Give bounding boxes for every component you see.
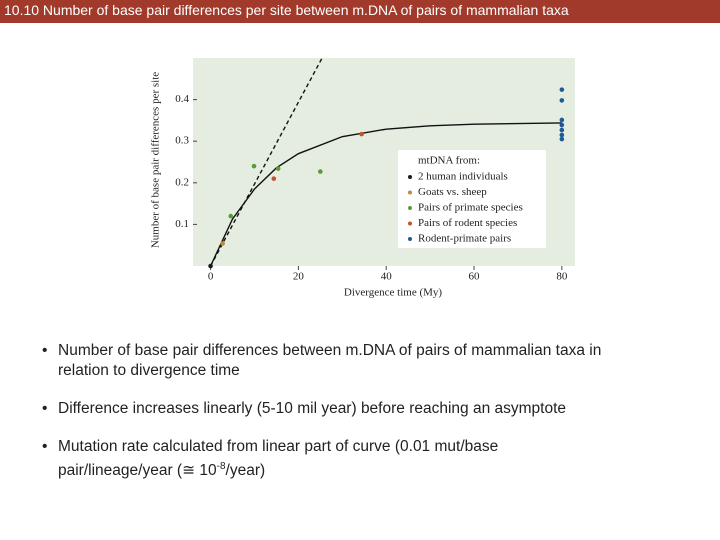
point xyxy=(559,127,565,133)
point xyxy=(559,117,565,123)
bullet: Difference increases linearly (5-10 mil … xyxy=(42,399,602,419)
bullet-text: Difference increases linearly (5-10 mil … xyxy=(58,400,567,417)
point xyxy=(559,132,565,138)
bullet: Mutation rate calculated from linear par… xyxy=(42,437,602,481)
title-bar: 10.10 Number of base pair differences pe… xyxy=(0,0,720,23)
slide-title: 10.10 Number of base pair differences pe… xyxy=(4,2,569,18)
y-tick-label: 0.1 xyxy=(175,218,189,230)
legend-marker xyxy=(408,175,412,179)
point xyxy=(251,163,257,169)
point xyxy=(559,87,565,92)
bullet-list: Number of base pair differences between … xyxy=(42,341,602,499)
point xyxy=(228,213,234,219)
point xyxy=(559,122,565,128)
bullet-text: Number of base pair differences between … xyxy=(58,342,602,379)
bullet-text: /year) xyxy=(225,462,266,480)
y-tick-label: 0.4 xyxy=(175,93,189,105)
legend-marker xyxy=(408,190,412,195)
legend-label: Goats vs. sheep xyxy=(418,186,487,198)
legend-title: mtDNA from: xyxy=(418,155,480,167)
y-tick-label: 0.3 xyxy=(175,135,189,147)
x-tick-label: 20 xyxy=(293,271,305,283)
bullet-text: -8 xyxy=(216,461,226,472)
legend-marker xyxy=(408,237,412,241)
chart: Divergence time (My) Number of base pair… xyxy=(150,57,575,299)
legend-label: 2 human individuals xyxy=(418,171,508,183)
bullet-text: Mutation rate calculated from linear par… xyxy=(58,438,499,480)
point xyxy=(318,169,323,174)
legend-label: Pairs of primate species xyxy=(418,202,523,214)
legend-marker xyxy=(408,206,412,210)
curve xyxy=(209,122,562,267)
legend-box xyxy=(398,150,546,248)
x-tick-label: 80 xyxy=(556,271,568,283)
point xyxy=(559,98,565,103)
y-axis-label: Number of base pair differences per site xyxy=(150,72,162,248)
x-tick-label: 40 xyxy=(381,271,393,283)
point xyxy=(559,136,565,142)
legend-label: Rodent-primate pairs xyxy=(418,233,511,245)
point xyxy=(208,263,213,269)
x-tick-label: 60 xyxy=(469,271,481,283)
bullet: Number of base pair differences between … xyxy=(42,341,602,381)
curve xyxy=(209,57,323,267)
x-axis-label: Divergence time (My) xyxy=(344,287,442,299)
point xyxy=(359,131,364,137)
point xyxy=(271,176,277,181)
y-tick-label: 0.2 xyxy=(175,176,189,188)
legend-label: Pairs of rodent species xyxy=(418,217,517,229)
point xyxy=(275,166,281,171)
legend-marker xyxy=(408,221,412,226)
point xyxy=(220,241,225,246)
x-tick-label: 0 xyxy=(208,271,214,283)
